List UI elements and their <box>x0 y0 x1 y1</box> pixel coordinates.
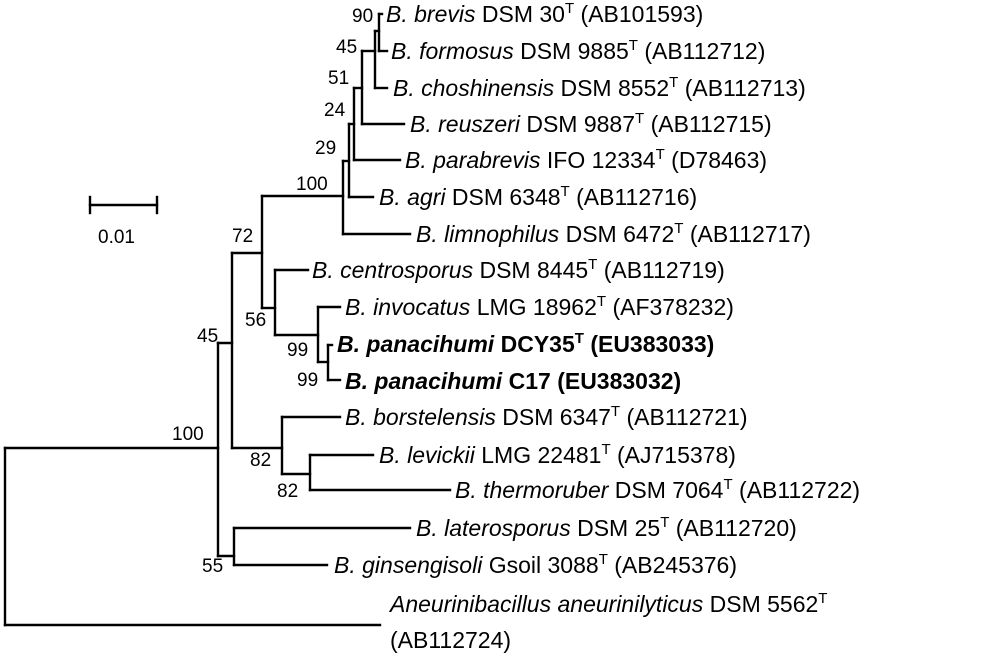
taxon-label: B. parabrevis IFO 12334T (D78463) <box>405 146 767 173</box>
bootstrap-value: 51 <box>328 68 349 89</box>
taxon-labels: B. brevis DSM 30T (AB101593) B. formosus… <box>312 0 860 653</box>
bootstrap-values: 90 45 51 24 29 100 72 56 99 99 45 100 82… <box>172 6 373 577</box>
bootstrap-value: 90 <box>352 6 373 27</box>
bootstrap-value: 100 <box>172 424 204 445</box>
taxon-label: B. invocatus LMG 18962T (AF378232) <box>345 293 734 320</box>
taxon-label: B. limnophilus DSM 6472T (AB112717) <box>416 220 811 247</box>
taxon-label: B. levickii LMG 22481T (AJ715378) <box>379 441 736 468</box>
bootstrap-value: 45 <box>197 326 218 347</box>
taxon-label-highlighted: B. panacihumi C17 (EU383032) <box>345 368 681 394</box>
bootstrap-value: 72 <box>232 226 253 247</box>
taxon-label: B. agri DSM 6348T (AB112716) <box>379 183 697 210</box>
scale-bar-label: 0.01 <box>98 227 135 248</box>
tree-branches <box>3 12 452 627</box>
taxon-label: Aneurinibacillus aneurinilyticus DSM 556… <box>388 590 827 617</box>
taxon-label: B. brevis DSM 30T (AB101593) <box>386 0 703 27</box>
bootstrap-value: 29 <box>315 138 336 159</box>
bootstrap-value: 56 <box>245 310 266 331</box>
taxon-label: B. laterosporus DSM 25T (AB112720) <box>416 514 797 541</box>
taxon-label-continuation: (AB112724) <box>390 627 511 653</box>
taxon-label: B. reuszeri DSM 9887T (AB112715) <box>410 110 772 137</box>
taxon-label: B. centrosporus DSM 8445T (AB112719) <box>312 256 725 283</box>
bootstrap-value: 45 <box>336 37 357 58</box>
bootstrap-value: 99 <box>287 340 308 361</box>
taxon-label: B. choshinensis DSM 8552T (AB112713) <box>393 74 806 101</box>
bootstrap-value: 82 <box>250 450 271 471</box>
bootstrap-value: 24 <box>324 100 346 121</box>
bootstrap-value: 55 <box>202 556 223 577</box>
bootstrap-value: 82 <box>277 481 298 502</box>
bootstrap-value: 100 <box>296 174 328 195</box>
taxon-label: B. thermoruber DSM 7064T (AB112722) <box>455 476 860 503</box>
bootstrap-value: 99 <box>297 370 318 391</box>
taxon-label: B. borstelensis DSM 6347T (AB112721) <box>345 403 748 430</box>
taxon-label: B. formosus DSM 9885T (AB112712) <box>391 37 765 64</box>
taxon-label-highlighted: B. panacihumi DCY35T (EU383033) <box>337 330 714 357</box>
scale-bar: 0.01 <box>88 195 159 248</box>
taxon-label: B. ginsengisoli Gsoil 3088T (AB245376) <box>334 551 737 578</box>
